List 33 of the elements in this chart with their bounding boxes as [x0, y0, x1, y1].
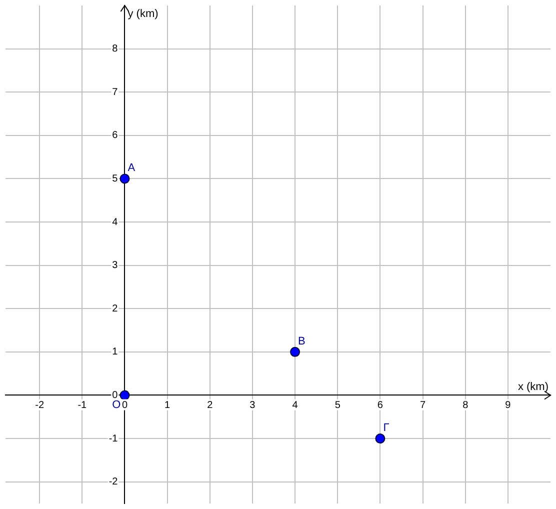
point	[290, 346, 300, 357]
x-tick-label: -1	[78, 400, 88, 411]
x-tick-label: -2	[35, 400, 44, 411]
x-tick-label: 7	[420, 400, 426, 411]
y-tick-label: -2	[108, 476, 118, 488]
y-tick-label: 6	[112, 130, 118, 142]
x-tick-label: 3	[250, 400, 256, 411]
point	[375, 434, 386, 444]
y-tick-label: 5	[112, 173, 118, 184]
point	[120, 390, 130, 400]
y-axis-title: y (km)	[128, 8, 158, 20]
x-tick-label: 4	[292, 400, 298, 411]
y-tick-label: -1	[108, 433, 118, 444]
y-tick-label: 2	[112, 303, 118, 314]
y-tick-label: 1	[112, 346, 118, 358]
annotation: B	[298, 335, 306, 348]
x-tick-label: 9	[505, 400, 512, 411]
y-tick-label: 0	[112, 390, 118, 401]
x-tick-label: 2	[207, 400, 214, 411]
y-tick-label: 7	[112, 86, 118, 98]
x-tick-label: 8	[462, 400, 469, 411]
x-axis-title: x (km)	[518, 380, 548, 393]
point	[120, 174, 130, 184]
x-tick-label: 5	[334, 400, 341, 411]
x-tick-label: 1	[164, 400, 171, 411]
x-tick-label: 0	[122, 400, 128, 411]
y-tick-label: 3	[112, 260, 118, 272]
annotation: A	[128, 162, 136, 174]
annotation: Γ	[383, 422, 390, 434]
y-tick-label: 4	[112, 216, 118, 228]
y-tick-label: 8	[112, 44, 118, 55]
annotation: O	[112, 398, 122, 411]
x-tick-label: 6	[377, 400, 384, 411]
